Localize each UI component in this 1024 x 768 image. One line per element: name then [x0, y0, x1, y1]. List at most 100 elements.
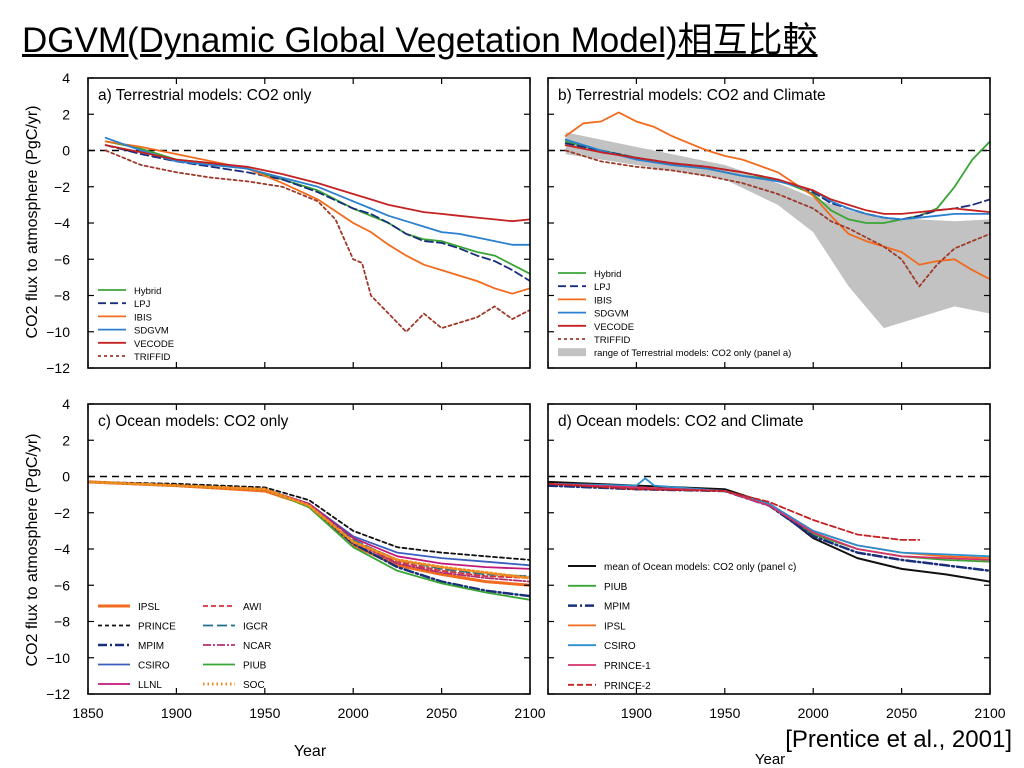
series-line-sdgvm: [564, 138, 990, 221]
y-tick-label: 2: [62, 432, 70, 448]
legend-label: AWI: [243, 602, 262, 613]
legend-label: CSIRO: [604, 641, 636, 652]
series-line-sdgvm: [104, 136, 530, 246]
legend-label: VECODE: [134, 339, 174, 350]
legend-label: TRIFFID: [594, 335, 631, 346]
y-tick-label: −6: [54, 251, 70, 267]
x-tick-label: 2100: [514, 705, 545, 721]
series-line-csiro: [548, 477, 990, 558]
legend-label: range of Terrestrial models: CO2 only (p…: [594, 348, 791, 359]
legend-label: LPJ: [134, 299, 151, 310]
y-tick-label: −10: [46, 324, 70, 340]
legend-label: LLNL: [138, 680, 162, 691]
series-line-prince-2: [548, 482, 921, 541]
series-line-llnl: [88, 480, 530, 570]
x-tick-label: 2000: [798, 705, 829, 721]
legend-b: Hybrid LPJ IBIS SDGVM VECODE TRIFFID range of …: [558, 269, 791, 359]
y-tick-label: −4: [54, 541, 70, 557]
chart-panel-b: b) Terrestrial models: CO2 and Climate Hy…: [547, 77, 991, 369]
range-band: [565, 132, 990, 329]
x-tick-label: 1900: [621, 705, 652, 721]
series-line-piub: [548, 482, 990, 563]
series-line-prince: [88, 480, 530, 561]
legend-d: mean of Ocean models: CO2 only (panel c)…: [568, 562, 796, 692]
y-tick-label: −8: [54, 614, 70, 630]
legend-label: SDGVM: [594, 309, 629, 320]
y-tick-label: −12: [46, 360, 70, 376]
x-tick-label: 1900: [161, 705, 192, 721]
legend-label: LPJ: [594, 282, 611, 293]
y-tick-label: 4: [62, 70, 70, 86]
legend-label: PRINCE-2: [604, 681, 651, 692]
x-tick-label: 2050: [886, 705, 917, 721]
y-tick-label: 2: [62, 106, 70, 122]
x-tick-label: 1950: [709, 705, 740, 721]
series-line-ipsl: [548, 482, 990, 559]
x-axis-label-left: Year: [294, 743, 327, 760]
x-tick-label: 1850: [72, 705, 103, 721]
legend-label: IBIS: [594, 295, 612, 306]
legend-label: PIUB: [604, 582, 628, 593]
series-line-vecode: [564, 144, 990, 215]
y-tick-label: 0: [62, 469, 70, 485]
legend-label: VECODE: [594, 322, 634, 333]
panel-title-c: c) Ocean models: CO2 only: [98, 413, 289, 430]
legend-label: mean of Ocean models: CO2 only (panel c): [604, 562, 796, 573]
legend-label: SDGVM: [134, 326, 169, 337]
plot-frame: [87, 77, 531, 369]
panel-title-d: d) Ocean models: CO2 and Climate: [558, 413, 804, 430]
y-tick-label: 0: [62, 143, 70, 159]
slide-title: DGVM(Dynamic Global Vegetation Model)相互比…: [22, 21, 818, 60]
legend-label: PRINCE: [138, 622, 176, 633]
y-tick-label: −6: [54, 577, 70, 593]
citation: [Prentice et al., 2001]: [785, 726, 1012, 753]
series-line-vecode: [104, 144, 530, 223]
series-line-piub: [88, 480, 530, 601]
legend-label: CSIRO: [138, 661, 170, 672]
legend-label: Hybrid: [594, 269, 621, 280]
series-line-triffid: [104, 149, 530, 333]
legend-label: IGCR: [243, 622, 268, 633]
y-tick-label: −8: [54, 288, 70, 304]
series-line-igcr: [88, 480, 530, 578]
series-line-soc: [88, 480, 530, 580]
series-line-csiro: [88, 480, 530, 567]
chart-panel-a: 4 2 0 −2 −4 −6 −8 −10 −12 a) Terrestrial models: …: [46, 70, 531, 376]
y-tick-label: 4: [62, 396, 70, 412]
y-tick-label: −12: [46, 686, 70, 702]
legend-label: Hybrid: [134, 286, 161, 297]
legend-label: SOC: [243, 680, 265, 691]
y-tick-label: −2: [54, 179, 70, 195]
x-tick-label: 2000: [338, 705, 369, 721]
x-tick-label: 1950: [249, 705, 280, 721]
y-tick-label: −2: [54, 505, 70, 521]
legend-swatch: [558, 348, 586, 357]
x-axis-label-right: Year: [755, 751, 785, 768]
legend-c: IPSL PRINCE MPIM CSIRO LLNL AWI IGCR NCAR PIUB SO…: [98, 602, 271, 691]
y-axis-label-bottom: CO2 flux to atmosphere (PgC/yr): [24, 434, 41, 667]
legend-label: MPIM: [138, 641, 164, 652]
series-line-ibis: [104, 140, 530, 295]
series-line-ncar: [88, 480, 530, 583]
chart-panel-d: 1900 1950 2000 2050 2100 d) Ocean models: CO2…: [547, 403, 1006, 721]
series-line-hybrid: [104, 140, 530, 275]
x-tick-label: 2050: [426, 705, 457, 721]
x-tick-label: 2100: [974, 705, 1005, 721]
y-tick-label: −4: [54, 215, 70, 231]
panels-group: 4 2 0 −2 −4 −6 −8 −10 −12 a) Terrestrial models: …: [46, 70, 1006, 721]
legend-label: PRINCE-1: [604, 661, 651, 672]
panel-title-b: b) Terrestrial models: CO2 and Climate: [558, 87, 826, 104]
series-line-prince-1: [548, 482, 990, 561]
legend-label: MPIM: [604, 602, 630, 613]
legend-label: TRIFFID: [134, 352, 171, 363]
y-tick-label: −10: [46, 650, 70, 666]
y-axis-label-top: CO2 flux to atmosphere (PgC/yr): [24, 106, 41, 339]
legend-label: IPSL: [604, 621, 626, 632]
series-line-lpj: [104, 144, 530, 282]
legend-a: Hybrid LPJ IBIS SDGVM VECODE TRIFFID: [98, 286, 174, 363]
legend-label: IPSL: [138, 602, 160, 613]
series-line-ibis: [564, 111, 990, 281]
legend-label: PIUB: [243, 661, 267, 672]
